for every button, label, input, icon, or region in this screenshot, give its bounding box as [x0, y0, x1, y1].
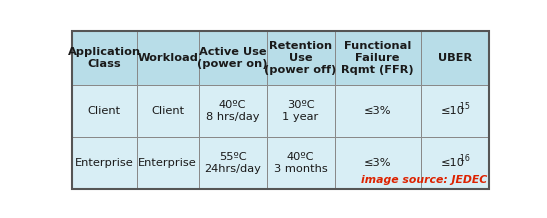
- Text: UBER: UBER: [438, 53, 472, 63]
- Bar: [266, 31, 335, 85]
- Text: ≤3%: ≤3%: [364, 106, 392, 116]
- Bar: [199, 31, 266, 85]
- Bar: [72, 85, 137, 137]
- Text: Retention
Use
(power off): Retention Use (power off): [264, 41, 337, 75]
- Text: -15: -15: [458, 102, 470, 111]
- Bar: [72, 31, 137, 85]
- Text: ≤10: ≤10: [441, 106, 465, 116]
- Bar: [266, 85, 335, 137]
- Text: 40ºC
8 hrs/day: 40ºC 8 hrs/day: [206, 100, 259, 122]
- Text: ≤3%: ≤3%: [364, 158, 392, 168]
- Text: Client: Client: [88, 106, 121, 116]
- Bar: [335, 137, 421, 189]
- Text: Enterprise: Enterprise: [138, 158, 197, 168]
- Bar: [266, 137, 335, 189]
- Text: -16: -16: [458, 154, 470, 163]
- Bar: [335, 85, 421, 137]
- Bar: [137, 31, 199, 85]
- Text: Workload: Workload: [137, 53, 198, 63]
- Text: Client: Client: [151, 106, 184, 116]
- Text: 55ºC
24hrs/day: 55ºC 24hrs/day: [204, 152, 261, 174]
- Bar: [137, 137, 199, 189]
- Bar: [137, 85, 199, 137]
- Text: Functional
Failure
Rqmt (FFR): Functional Failure Rqmt (FFR): [341, 41, 414, 75]
- Bar: [199, 85, 266, 137]
- Bar: [199, 137, 266, 189]
- Bar: [421, 31, 489, 85]
- Bar: [72, 137, 137, 189]
- Text: ≤10: ≤10: [441, 158, 465, 168]
- Text: Enterprise: Enterprise: [75, 158, 133, 168]
- Text: 40ºC
3 months: 40ºC 3 months: [274, 152, 328, 174]
- Text: image source: JEDEC: image source: JEDEC: [360, 175, 487, 185]
- Text: Active Use
(power on): Active Use (power on): [197, 47, 268, 69]
- Text: Application
Class: Application Class: [68, 47, 141, 69]
- Text: 30ºC
1 year: 30ºC 1 year: [282, 100, 319, 122]
- Bar: [421, 137, 489, 189]
- Bar: [421, 85, 489, 137]
- Bar: [335, 31, 421, 85]
